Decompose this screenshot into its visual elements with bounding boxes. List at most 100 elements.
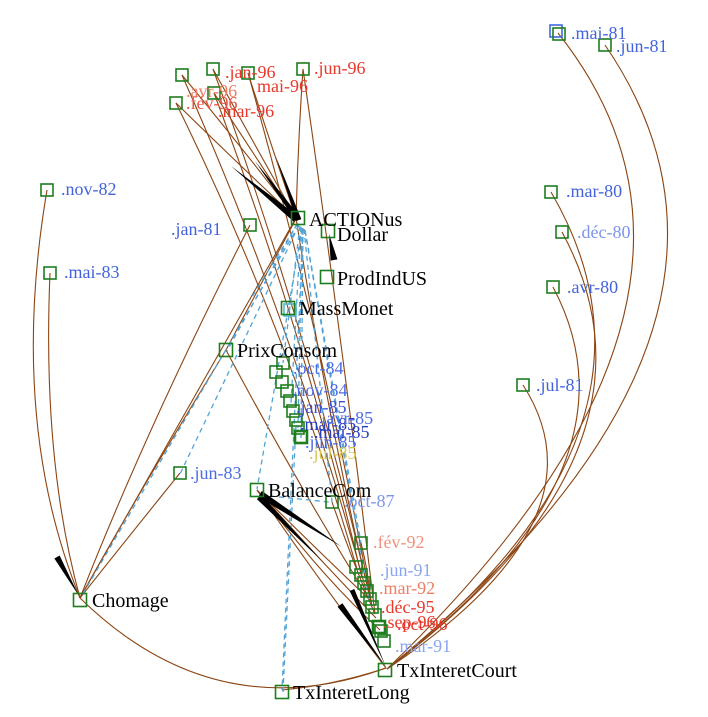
data-point-square	[365, 600, 379, 614]
date-label: .jun-96	[314, 58, 366, 78]
dashed-link	[281, 229, 304, 691]
date-label: .mai-85	[314, 422, 370, 442]
date-label: .mai-81	[571, 23, 627, 43]
date-label: .oct-87	[344, 491, 394, 511]
data-point-square	[289, 413, 303, 427]
date-label: .fév-92	[373, 532, 424, 552]
date-label: .mar-80	[566, 181, 622, 201]
variable-label: TxInteretCourt	[397, 660, 517, 682]
trajectory-curve	[32, 189, 81, 599]
labels-layer: .jan-96 .jun-96.avr-96 mai-96.fév-96.mar-9…	[61, 23, 668, 704]
date-label: .oct-96	[397, 614, 447, 634]
date-label: .mar-96	[218, 101, 274, 121]
data-point-square	[241, 66, 255, 80]
data-point-square	[280, 384, 294, 398]
date-label: .avr-80	[567, 277, 618, 297]
date-label: .mar-91	[395, 636, 451, 656]
data-point-square	[349, 560, 363, 574]
trajectory-curve	[386, 384, 548, 670]
arrow-wedge	[349, 588, 386, 667]
trajectory-curve	[281, 667, 387, 691]
data-point-square	[549, 24, 563, 38]
variable-label: ProdIndUS	[337, 268, 427, 290]
date-label: mai-96	[257, 76, 308, 96]
trajectory-curve	[79, 224, 251, 599]
data-point-square	[218, 342, 234, 358]
trajectory-curve	[79, 349, 227, 599]
date-label: .jul-81	[536, 375, 584, 395]
dashed-link	[300, 227, 304, 439]
arrow-wedge	[337, 603, 386, 667]
variable-label: PrixConsom	[237, 340, 337, 362]
date-label: .sep-96	[383, 612, 436, 632]
variable-label: Chomage	[92, 590, 169, 612]
data-point-square	[280, 300, 296, 316]
date-label: .mai-83	[64, 262, 120, 282]
date-label: .avr-96	[186, 81, 237, 101]
data-point-square	[274, 684, 290, 700]
arrow-wedge	[54, 555, 79, 596]
data-point-square	[293, 429, 309, 445]
date-label: .déc-80	[577, 222, 630, 242]
trajectory-curve	[386, 191, 596, 670]
date-label: .nov-84	[292, 380, 348, 400]
data-point-square	[516, 378, 530, 392]
date-label: .avr-85	[322, 408, 373, 428]
dashed-links-layer	[80, 222, 370, 693]
arrow-wedge	[256, 494, 322, 561]
trajectory-curve	[302, 68, 376, 615]
data-point-square	[354, 568, 368, 582]
date-label: .jun-91	[380, 560, 432, 580]
data-point-square	[283, 394, 297, 408]
dashed-link	[297, 227, 303, 429]
arrow-wedges-layer	[54, 157, 386, 667]
arrow-wedge	[258, 491, 342, 547]
data-point-square	[243, 218, 257, 232]
data-point-square	[286, 404, 300, 418]
date-label: .oct-84	[293, 358, 343, 378]
variable-label: BalanceCom	[268, 480, 372, 502]
data-point-square	[320, 223, 336, 239]
data-point-square	[275, 375, 289, 389]
data-point-square	[290, 210, 306, 226]
date-label: .déc-95	[381, 597, 434, 617]
data-point-square	[371, 619, 387, 635]
data-point-square	[173, 466, 187, 480]
trajectory-curve	[295, 68, 304, 219]
date-label: .jul-85	[309, 443, 357, 463]
data-point-square	[544, 185, 558, 199]
dashed-link	[179, 224, 300, 475]
date-label: .jun-81	[616, 36, 668, 56]
trajectory-curve	[386, 286, 580, 670]
data-point-square	[325, 495, 339, 509]
dashed-link	[269, 495, 330, 503]
data-point-square	[555, 225, 569, 239]
arrow-wedge	[231, 166, 299, 222]
date-label: .jun-83	[190, 463, 242, 483]
date-label: .jan-85	[296, 397, 346, 417]
date-label: .jan-81	[171, 219, 221, 239]
data-point-square	[357, 576, 371, 590]
variable-label: MassMonet	[299, 298, 394, 320]
trajectory-curve	[386, 231, 597, 670]
data-point-square	[40, 183, 54, 197]
data-point-square	[598, 38, 612, 52]
data-point-square	[296, 62, 310, 76]
dashed-link	[226, 223, 298, 352]
data-point-square	[283, 303, 297, 317]
data-point-square	[43, 266, 57, 280]
trajectory-curve	[386, 32, 635, 670]
trajectory-curve	[48, 272, 81, 599]
variable-label: Dollar	[337, 224, 388, 246]
trajectory-curve	[247, 72, 297, 219]
variable-label: ACTIONus	[309, 209, 403, 231]
dashed-link	[304, 229, 362, 544]
date-label: .fév-96	[186, 93, 237, 113]
date-label: .jan-96	[225, 62, 275, 82]
data-point-square	[249, 482, 265, 498]
trajectory-curve	[79, 472, 181, 599]
arrow-wedge	[276, 157, 302, 221]
data-point-square	[291, 421, 305, 435]
data-point-square	[374, 624, 388, 638]
